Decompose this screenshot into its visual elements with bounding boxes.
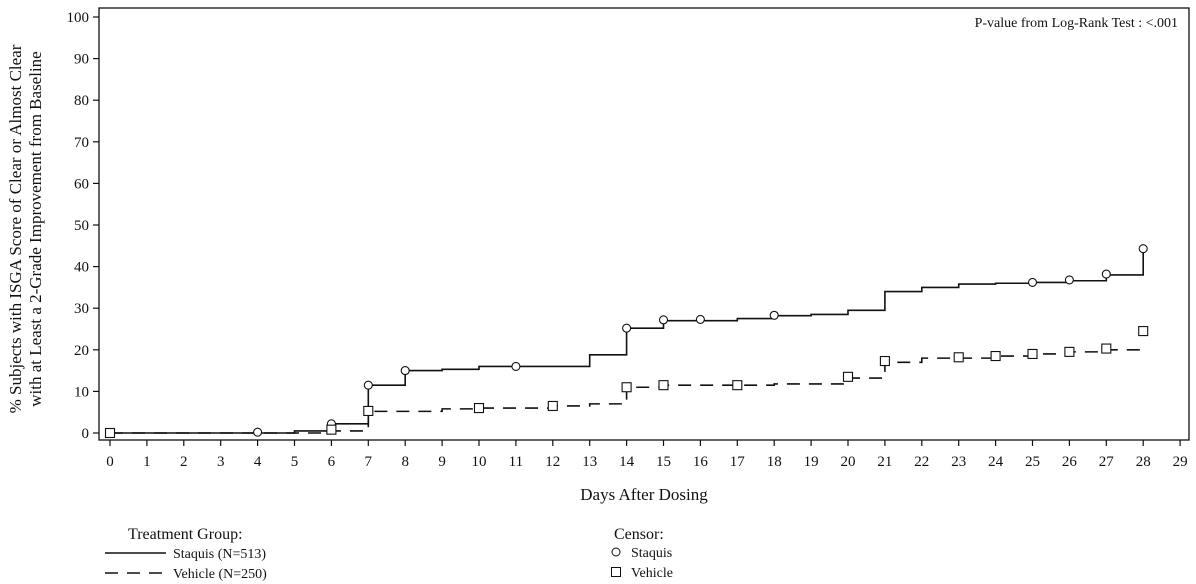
legend-vehicle-label: Vehicle (N=250) <box>173 567 267 582</box>
y-axis: 0 10 20 30 40 50 60 70 80 90 100 <box>67 10 99 442</box>
x-tick-label: 16 <box>693 454 709 470</box>
x-tick-label: 27 <box>1099 454 1115 470</box>
x-tick-label: 7 <box>365 454 373 470</box>
censor-point-vehicle <box>547 400 558 412</box>
censor-point-vehicle <box>363 405 374 417</box>
x-tick-label: 20 <box>841 454 856 470</box>
x-tick-label: 5 <box>291 454 299 470</box>
x-tick-label: 3 <box>217 454 225 470</box>
x-tick-label: 13 <box>582 454 597 470</box>
y-tick-label: 60 <box>74 176 89 192</box>
x-tick-label: 0 <box>106 454 114 470</box>
x-tick-label: 21 <box>877 454 892 470</box>
pvalue-annotation: P-value from Log-Rank Test : <.001 <box>975 16 1178 31</box>
censor-point-vehicle <box>473 402 485 414</box>
x-tick-label: 12 <box>545 454 560 470</box>
series-line-staquis <box>110 248 1144 434</box>
x-tick-label: 17 <box>730 454 746 470</box>
x-tick-label: 28 <box>1136 454 1151 470</box>
censor-point-vehicle <box>1027 348 1038 360</box>
x-axis-title: Days After Dosing <box>580 485 708 504</box>
censor-point-staquis <box>1138 244 1148 254</box>
censor-point-vehicle <box>842 371 854 382</box>
legend-treatment-title: Treatment Group: <box>128 526 243 543</box>
y-axis-title: % Subjects with ISGA Score of Clear or A… <box>6 44 45 413</box>
y-tick-label: 20 <box>74 343 89 359</box>
x-tick-label: 8 <box>401 454 409 470</box>
plot-frame <box>98 7 1190 441</box>
censor-point-vehicle <box>879 355 890 367</box>
x-tick-label: 23 <box>951 454 966 470</box>
x-tick-label: 2 <box>180 454 188 470</box>
censor-point-staquis <box>769 310 779 320</box>
censor-point-staquis <box>1027 277 1038 287</box>
y-tick-label: 40 <box>74 260 89 276</box>
x-tick-label: 18 <box>767 454 782 470</box>
x-tick-label: 10 <box>472 454 487 470</box>
censor-point-staquis <box>400 366 410 376</box>
legend-censor-title: Censor: <box>614 526 664 543</box>
x-axis: 0 1 2 3 4 5 6 7 8 9 10 11 12 13 14 15 16 17 18 19 20 21 22 23 24… <box>106 440 1188 470</box>
censor-point-staquis <box>1101 269 1111 279</box>
y-tick-label: 100 <box>67 10 90 26</box>
x-tick-label: 11 <box>509 454 523 470</box>
x-tick-label: 6 <box>328 454 336 470</box>
censor-point-vehicle <box>326 424 337 435</box>
x-tick-label: 22 <box>914 454 929 470</box>
y-axis-title-line2: with at Least a 2-Grade Improvement from… <box>26 51 45 406</box>
censor-point-staquis <box>1064 275 1074 285</box>
series-layer <box>110 248 1144 434</box>
censor-point-staquis <box>253 427 263 437</box>
censor-point-vehicle <box>953 352 964 363</box>
x-tick-label: 15 <box>656 454 671 470</box>
legend-censor-circle-icon <box>611 547 621 557</box>
censor-point-vehicle <box>1064 346 1075 357</box>
censor-point-staquis <box>363 380 373 390</box>
x-tick-label: 29 <box>1173 454 1188 470</box>
censor-layer <box>104 244 1149 439</box>
y-tick-label: 70 <box>74 135 89 151</box>
x-tick-label: 9 <box>438 454 446 470</box>
y-tick-label: 90 <box>74 52 89 68</box>
censor-point-staquis <box>695 314 705 324</box>
censor-point-vehicle <box>732 380 743 391</box>
censor-point-staquis <box>622 323 632 333</box>
y-axis-title-line1: % Subjects with ISGA Score of Clear or A… <box>6 44 25 413</box>
x-tick-label: 14 <box>619 454 635 470</box>
censor-point-vehicle <box>621 382 632 393</box>
censor-point-vehicle <box>990 350 1001 362</box>
legend-treatment: Treatment Group: Staquis (N=513) Vehicle… <box>105 526 267 582</box>
censor-point-vehicle <box>104 427 116 439</box>
censor-point-vehicle <box>1101 343 1112 354</box>
legend-censor-vehicle-label: Vehicle <box>631 566 673 581</box>
x-tick-label: 19 <box>804 454 819 470</box>
x-tick-label: 4 <box>254 454 262 470</box>
x-tick-label: 24 <box>988 454 1004 470</box>
censor-point-vehicle <box>1138 326 1149 337</box>
censor-point-staquis <box>511 361 521 371</box>
y-tick-label: 30 <box>74 301 89 317</box>
y-tick-label: 50 <box>74 218 89 234</box>
legend-censor-square-icon <box>611 567 621 577</box>
y-tick-label: 10 <box>74 384 89 400</box>
x-tick-label: 26 <box>1062 454 1078 470</box>
x-tick-label: 25 <box>1025 454 1040 470</box>
legend-censor: Censor: Staquis Vehicle <box>611 526 673 581</box>
y-tick-label: 80 <box>74 93 89 109</box>
x-tick-label: 1 <box>143 454 151 470</box>
censor-point-vehicle <box>658 380 669 391</box>
legend-censor-staquis-label: Staquis <box>631 546 672 561</box>
y-tick-label: 0 <box>82 426 90 442</box>
legend-staquis-label: Staquis (N=513) <box>173 547 266 562</box>
censor-point-staquis <box>658 315 669 325</box>
